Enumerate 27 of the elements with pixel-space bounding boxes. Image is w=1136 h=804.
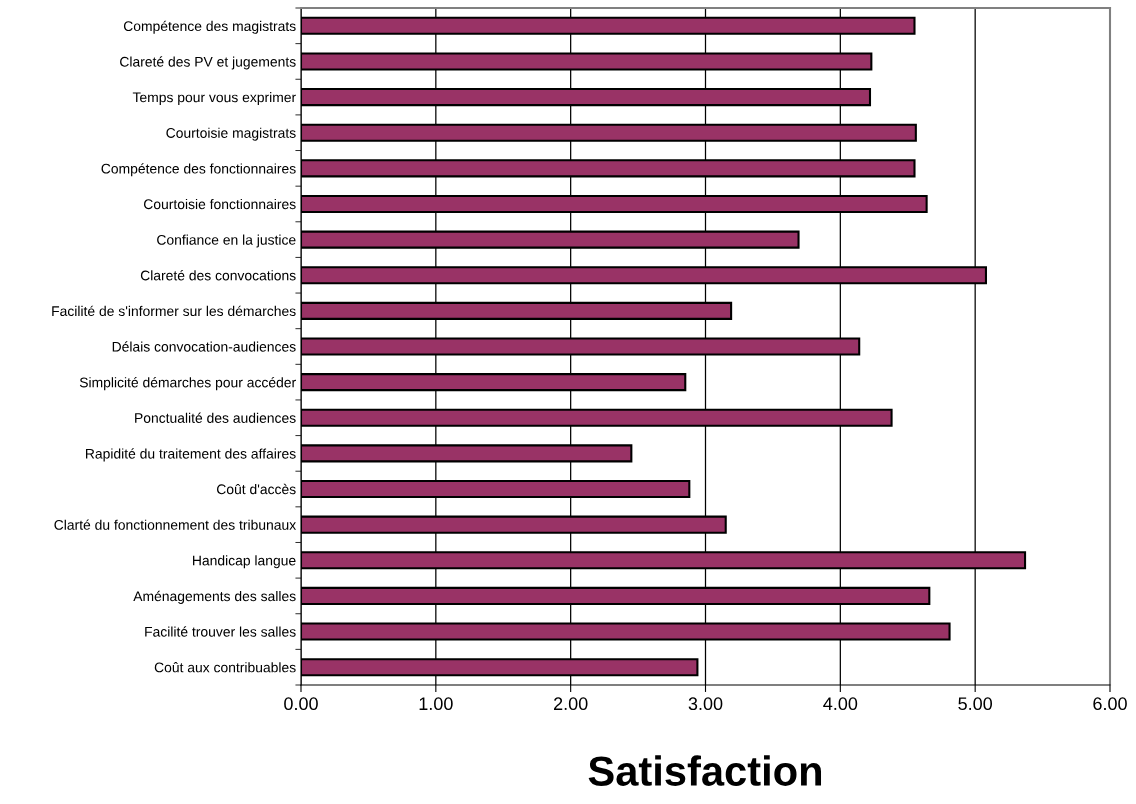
x-tick-label: 1.00 bbox=[419, 697, 453, 711]
x-tick-label: 3.00 bbox=[688, 697, 723, 711]
y-tick-label: Courtoisie magistrats bbox=[166, 127, 296, 141]
y-tick-label: Coût d'accès bbox=[216, 483, 296, 495]
y-tick-label: Confiance en la justice bbox=[157, 234, 296, 248]
y-tick-label: Compétence des magistrats bbox=[123, 20, 296, 34]
x-tick-label: 5.00 bbox=[958, 697, 993, 711]
y-tick-label: Clareté des PV et jugements bbox=[120, 56, 296, 70]
x-tick-label: 4.00 bbox=[823, 697, 858, 711]
x-axis-title: Satisfaction bbox=[588, 755, 822, 786]
y-tick-label: Rapidité du traitement des affaires bbox=[86, 448, 296, 462]
y-tick-label: Ponctualité des audiences bbox=[135, 412, 296, 423]
y-tick-label: Simplicité démarches pour accéder bbox=[79, 377, 296, 391]
y-tick-label: Délais convocation-audiences bbox=[112, 341, 296, 352]
y-tick-label: Compétence des fonctionnaires bbox=[101, 163, 296, 177]
y-tick-label: Temps pour vous exprimer bbox=[132, 92, 296, 105]
x-tick-label: 6.00 bbox=[1093, 697, 1127, 711]
y-tick-label: Clareté des convocations bbox=[140, 270, 296, 281]
y-tick-label: Facilité de s'informer sur les démarches bbox=[52, 305, 296, 317]
y-tick-label: Facilité trouver les salles bbox=[145, 626, 296, 637]
y-tick-label: Clarté du fonctionnement des tribunaux bbox=[54, 519, 297, 530]
x-tick-label: 2.00 bbox=[554, 697, 588, 711]
x-tick-label: 0.00 bbox=[284, 697, 318, 711]
y-tick-label: Aménagements des salles bbox=[133, 590, 296, 604]
y-tick-label: Handicap langue bbox=[193, 555, 296, 569]
y-tick-label: Courtoisie fonctionnaires bbox=[143, 198, 296, 210]
y-tick-label: Coût aux contribuables bbox=[154, 662, 296, 673]
